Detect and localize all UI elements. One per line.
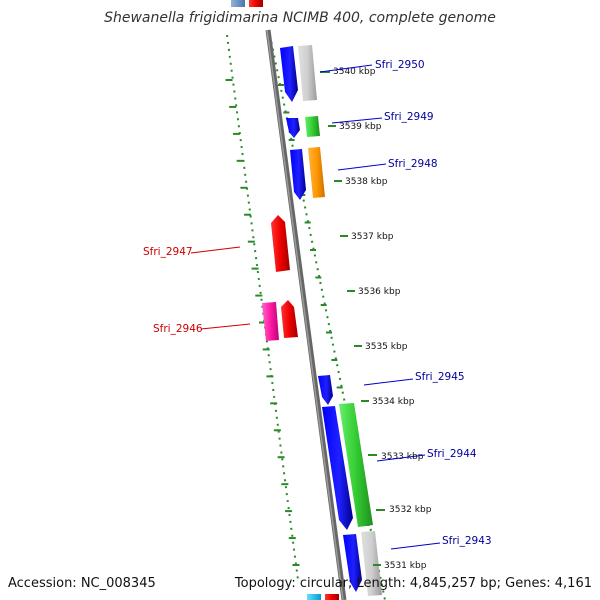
topology-summary: Topology: circular; Length: 4,845,257 bp… xyxy=(234,576,592,591)
partial-gene-bottom-red xyxy=(325,594,339,600)
gene-label-sfri-2950[interactable]: Sfri_2950 xyxy=(375,59,425,71)
gene-label-sfri-2947[interactable]: Sfri_2947 xyxy=(143,246,193,258)
gene-arrow-sfri-2943[interactable] xyxy=(343,534,362,592)
inner-ticks xyxy=(225,79,300,566)
gene-labels: Sfri_2950 Sfri_2949 Sfri_2948 Sfri_2947 … xyxy=(143,59,492,550)
gene-arrow-green-3539 xyxy=(305,116,320,137)
gene-arrow-green-3533 xyxy=(339,403,373,527)
kbp-label: 3537 kbp xyxy=(351,232,394,242)
kbp-label: 3536 kbp xyxy=(358,287,401,297)
gene-arrow-sfri-2948[interactable] xyxy=(290,149,306,200)
kbp-label: 3534 kbp xyxy=(372,397,415,407)
gene-arrow-sfri-2944[interactable] xyxy=(322,406,353,530)
gene-arrow-sfri-2946[interactable] xyxy=(281,300,298,338)
accession-text: Accession: NC_008345 xyxy=(8,576,156,591)
gene-arrow-sfri-2949[interactable] xyxy=(286,118,300,138)
gene-label-sfri-2946[interactable]: Sfri_2946 xyxy=(153,323,203,335)
kbp-label: 3533 kbp xyxy=(381,452,424,462)
gene-arrow-gray-3531 xyxy=(361,531,382,596)
kbp-label: 3531 kbp xyxy=(384,561,427,571)
gene-label-sfri-2944[interactable]: Sfri_2944 xyxy=(427,448,477,460)
gene-arrow-orange-3538 xyxy=(308,147,325,198)
genome-backbone-highlight xyxy=(266,29,344,600)
kbp-scale: 3540 kbp 3539 kbp 3538 kbp 3537 kbp 3536… xyxy=(320,67,432,571)
kbp-label: 3532 kbp xyxy=(389,505,432,515)
outer-ring xyxy=(269,34,386,600)
gene-arrow-sfri-2945[interactable] xyxy=(318,375,333,405)
map-title: Shewanella frigidimarina NCIMB 400, comp… xyxy=(104,10,496,26)
kbp-label: 3540 kbp xyxy=(333,67,376,77)
partial-gene-bottom-cyan xyxy=(307,594,321,600)
gene-arrow-pink-3535 xyxy=(262,302,279,341)
gene-arrow-gray-3540 xyxy=(298,45,317,101)
partial-gene-top-red xyxy=(249,0,263,7)
gene-label-sfri-2948[interactable]: Sfri_2948 xyxy=(388,158,438,170)
genome-backbone xyxy=(265,29,347,600)
gene-arrow-sfri-2947[interactable] xyxy=(271,215,290,272)
kbp-label: 3539 kbp xyxy=(339,122,382,132)
gene-label-sfri-2943[interactable]: Sfri_2943 xyxy=(442,535,492,547)
gene-label-sfri-2945[interactable]: Sfri_2945 xyxy=(415,371,465,383)
kbp-label: 3535 kbp xyxy=(365,342,408,352)
gene-arrow-sfri-2950[interactable] xyxy=(280,46,298,102)
kbp-label: 3538 kbp xyxy=(345,177,388,187)
partial-gene-top-steel xyxy=(231,0,245,7)
gene-label-sfri-2949[interactable]: Sfri_2949 xyxy=(384,111,434,123)
